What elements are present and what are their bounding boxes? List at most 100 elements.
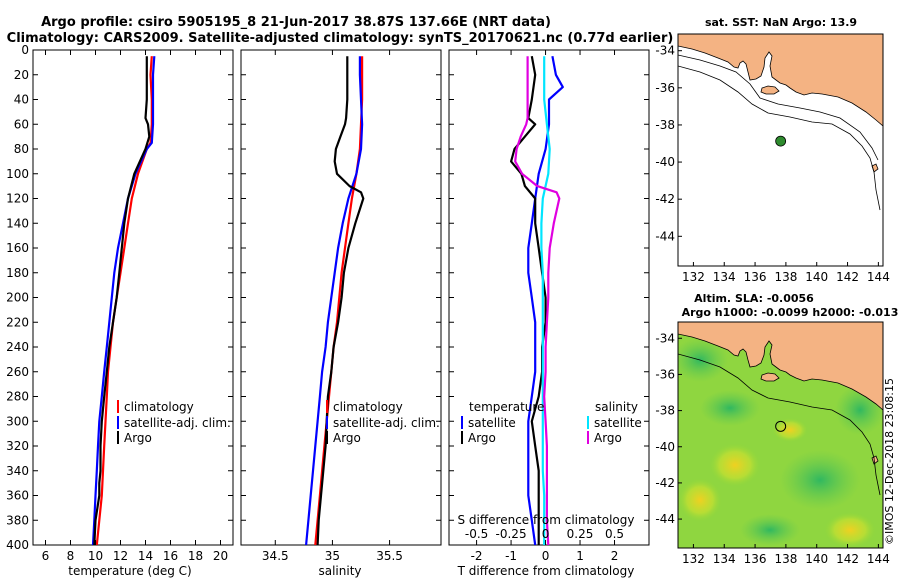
difference-t-satellite-line bbox=[527, 55, 564, 545]
depth-tick-label: 60 bbox=[14, 117, 29, 131]
sst-map bbox=[678, 34, 883, 266]
sla-map-frame bbox=[677, 321, 884, 549]
map-lon-label: 140 bbox=[805, 270, 828, 284]
x-tick-label: 34.5 bbox=[262, 549, 289, 563]
x-tick-label: 18 bbox=[188, 549, 203, 563]
map-lat-label: -38 bbox=[655, 118, 675, 132]
isobath-outer bbox=[678, 353, 881, 496]
sst-map-title: sat. SST: NaN Argo: 13.9 bbox=[705, 16, 857, 29]
s-difference-tick-label: 0.25 bbox=[567, 527, 594, 541]
map-lon-label: 142 bbox=[836, 552, 859, 566]
depth-tick-label: 200 bbox=[6, 291, 29, 305]
map-lon-label: 138 bbox=[774, 552, 797, 566]
map-lon-label: 136 bbox=[744, 270, 767, 284]
x-tick-label: 0 bbox=[542, 549, 550, 563]
depth-tick-label: 220 bbox=[6, 315, 29, 329]
legend-argo-label: Argo bbox=[333, 431, 361, 445]
map-lon-label: 136 bbox=[744, 552, 767, 566]
depth-tick-label: 380 bbox=[6, 513, 29, 527]
map-lat-label: -34 bbox=[655, 331, 675, 345]
temperature-xlabel: temperature (deg C) bbox=[68, 564, 191, 578]
legend-salinity-title: salinity bbox=[595, 400, 638, 414]
temperature-legend: climatology satellite-adj. clim. Argo bbox=[117, 400, 231, 445]
map-axis-labels: 132 134 136 138 140 142 144 -34 -36 -38 -40 -42 -44 1… bbox=[655, 44, 889, 566]
legend-t-argo-label: Argo bbox=[468, 431, 496, 445]
depth-tick-label: 400 bbox=[6, 538, 29, 552]
x-tick-label: 12 bbox=[113, 549, 128, 563]
temperature-profiles bbox=[91, 56, 156, 545]
sla-low-patch bbox=[678, 338, 728, 382]
legend-temperature-title: temperature bbox=[469, 400, 544, 414]
sla-low-patch bbox=[700, 390, 760, 426]
map-lat-label: -42 bbox=[655, 192, 675, 206]
imos-credit: ©IMOS 12-Dec-2018 23:08:15 bbox=[883, 378, 896, 545]
map-lon-label: 144 bbox=[867, 552, 890, 566]
x-tick-label: -2 bbox=[471, 549, 483, 563]
argo-profile-marker bbox=[775, 135, 787, 147]
sst-map-frame bbox=[677, 33, 884, 267]
difference-profiles bbox=[510, 55, 564, 545]
sla-high-patch bbox=[678, 478, 722, 522]
x-tick-label: 6 bbox=[42, 549, 50, 563]
temperature-panel bbox=[32, 49, 234, 546]
legend-climatology-label: climatology bbox=[124, 400, 194, 414]
salinity-satellite-adj-clim--line bbox=[305, 56, 364, 545]
depth-tick-label: 120 bbox=[6, 192, 29, 206]
salinity-legend: climatology satellite-adj. clim. Argo bbox=[326, 400, 440, 445]
x-tick-label: 10 bbox=[88, 549, 103, 563]
mainland-shape bbox=[678, 34, 883, 127]
map-lon-label: 132 bbox=[682, 552, 705, 566]
kangaroo-island-shape bbox=[760, 85, 780, 95]
x-tick-label: 2 bbox=[611, 549, 619, 563]
depth-axis-labels: 0 20 40 60 80 100 120 140 160 180 200 220 240 260 280 3… bbox=[6, 43, 29, 552]
title-line-2: Climatology: CARS2009. Satellite-adjuste… bbox=[7, 31, 674, 46]
legend-climatology-label: climatology bbox=[333, 400, 403, 414]
depth-tick-label: 320 bbox=[6, 439, 29, 453]
x-tick-label: 20 bbox=[213, 549, 228, 563]
map-lat-label: -38 bbox=[655, 404, 675, 418]
depth-tick-label: 160 bbox=[6, 241, 29, 255]
depth-tick-label: 340 bbox=[6, 464, 29, 478]
s-difference-tick-label: -0.25 bbox=[496, 527, 527, 541]
title-line-1: Argo profile: csiro 5905195_8 21-Jun-201… bbox=[41, 15, 551, 30]
difference-legend: temperature salinity satellite Argo sate… bbox=[461, 400, 642, 445]
depth-tick-label: 40 bbox=[14, 93, 29, 107]
difference-t-argo-line bbox=[510, 56, 547, 545]
t-difference-xlabel: T difference from climatology bbox=[457, 564, 635, 578]
sla-map-title-1: Altim. SLA: -0.0056 bbox=[694, 292, 814, 305]
sla-high-patch bbox=[824, 512, 876, 548]
legend-argo-label: Argo bbox=[124, 431, 152, 445]
x-tick-label: 35.5 bbox=[376, 549, 403, 563]
kangaroo-island-shape bbox=[760, 372, 780, 382]
depth-tick-label: 280 bbox=[6, 390, 29, 404]
depth-tick-label: 240 bbox=[6, 340, 29, 354]
sla-low-patch bbox=[740, 514, 800, 546]
temperature-climatology-line bbox=[95, 56, 153, 545]
difference-s-argo-line bbox=[514, 56, 561, 545]
depth-tick-label: 140 bbox=[6, 216, 29, 230]
map-lon-label: 138 bbox=[774, 270, 797, 284]
depth-tick-label: 0 bbox=[21, 43, 29, 57]
temperature-argo-line bbox=[93, 56, 151, 545]
salinity-argo-line bbox=[316, 56, 365, 545]
x-tick-label: -1 bbox=[505, 549, 517, 563]
map-lon-label: 132 bbox=[682, 270, 705, 284]
map-lat-label: -44 bbox=[655, 512, 675, 526]
depth-tick-label: 20 bbox=[14, 68, 29, 82]
sla-high-patch bbox=[772, 418, 808, 442]
x-tick-label: 1 bbox=[576, 549, 584, 563]
map-lat-label: -36 bbox=[655, 81, 675, 95]
s-difference-label: S difference from climatology bbox=[458, 513, 635, 527]
legend-s-satellite-label: satellite bbox=[594, 416, 642, 430]
map-lon-label: 144 bbox=[867, 270, 890, 284]
temperature-satellite-adj-clim--line bbox=[91, 56, 156, 545]
island-shape bbox=[871, 455, 879, 465]
sla-map bbox=[678, 322, 883, 548]
depth-tick-label: 180 bbox=[6, 266, 29, 280]
depth-tick-label: 360 bbox=[6, 489, 29, 503]
depth-tick-label: 300 bbox=[6, 414, 29, 428]
x-tick-label: 8 bbox=[67, 549, 75, 563]
sla-map-title-2: Argo h1000: -0.0099 h2000: -0.013 bbox=[682, 306, 899, 319]
s-difference-tick-label: 0.5 bbox=[605, 527, 624, 541]
map-lat-label: -34 bbox=[655, 44, 675, 58]
